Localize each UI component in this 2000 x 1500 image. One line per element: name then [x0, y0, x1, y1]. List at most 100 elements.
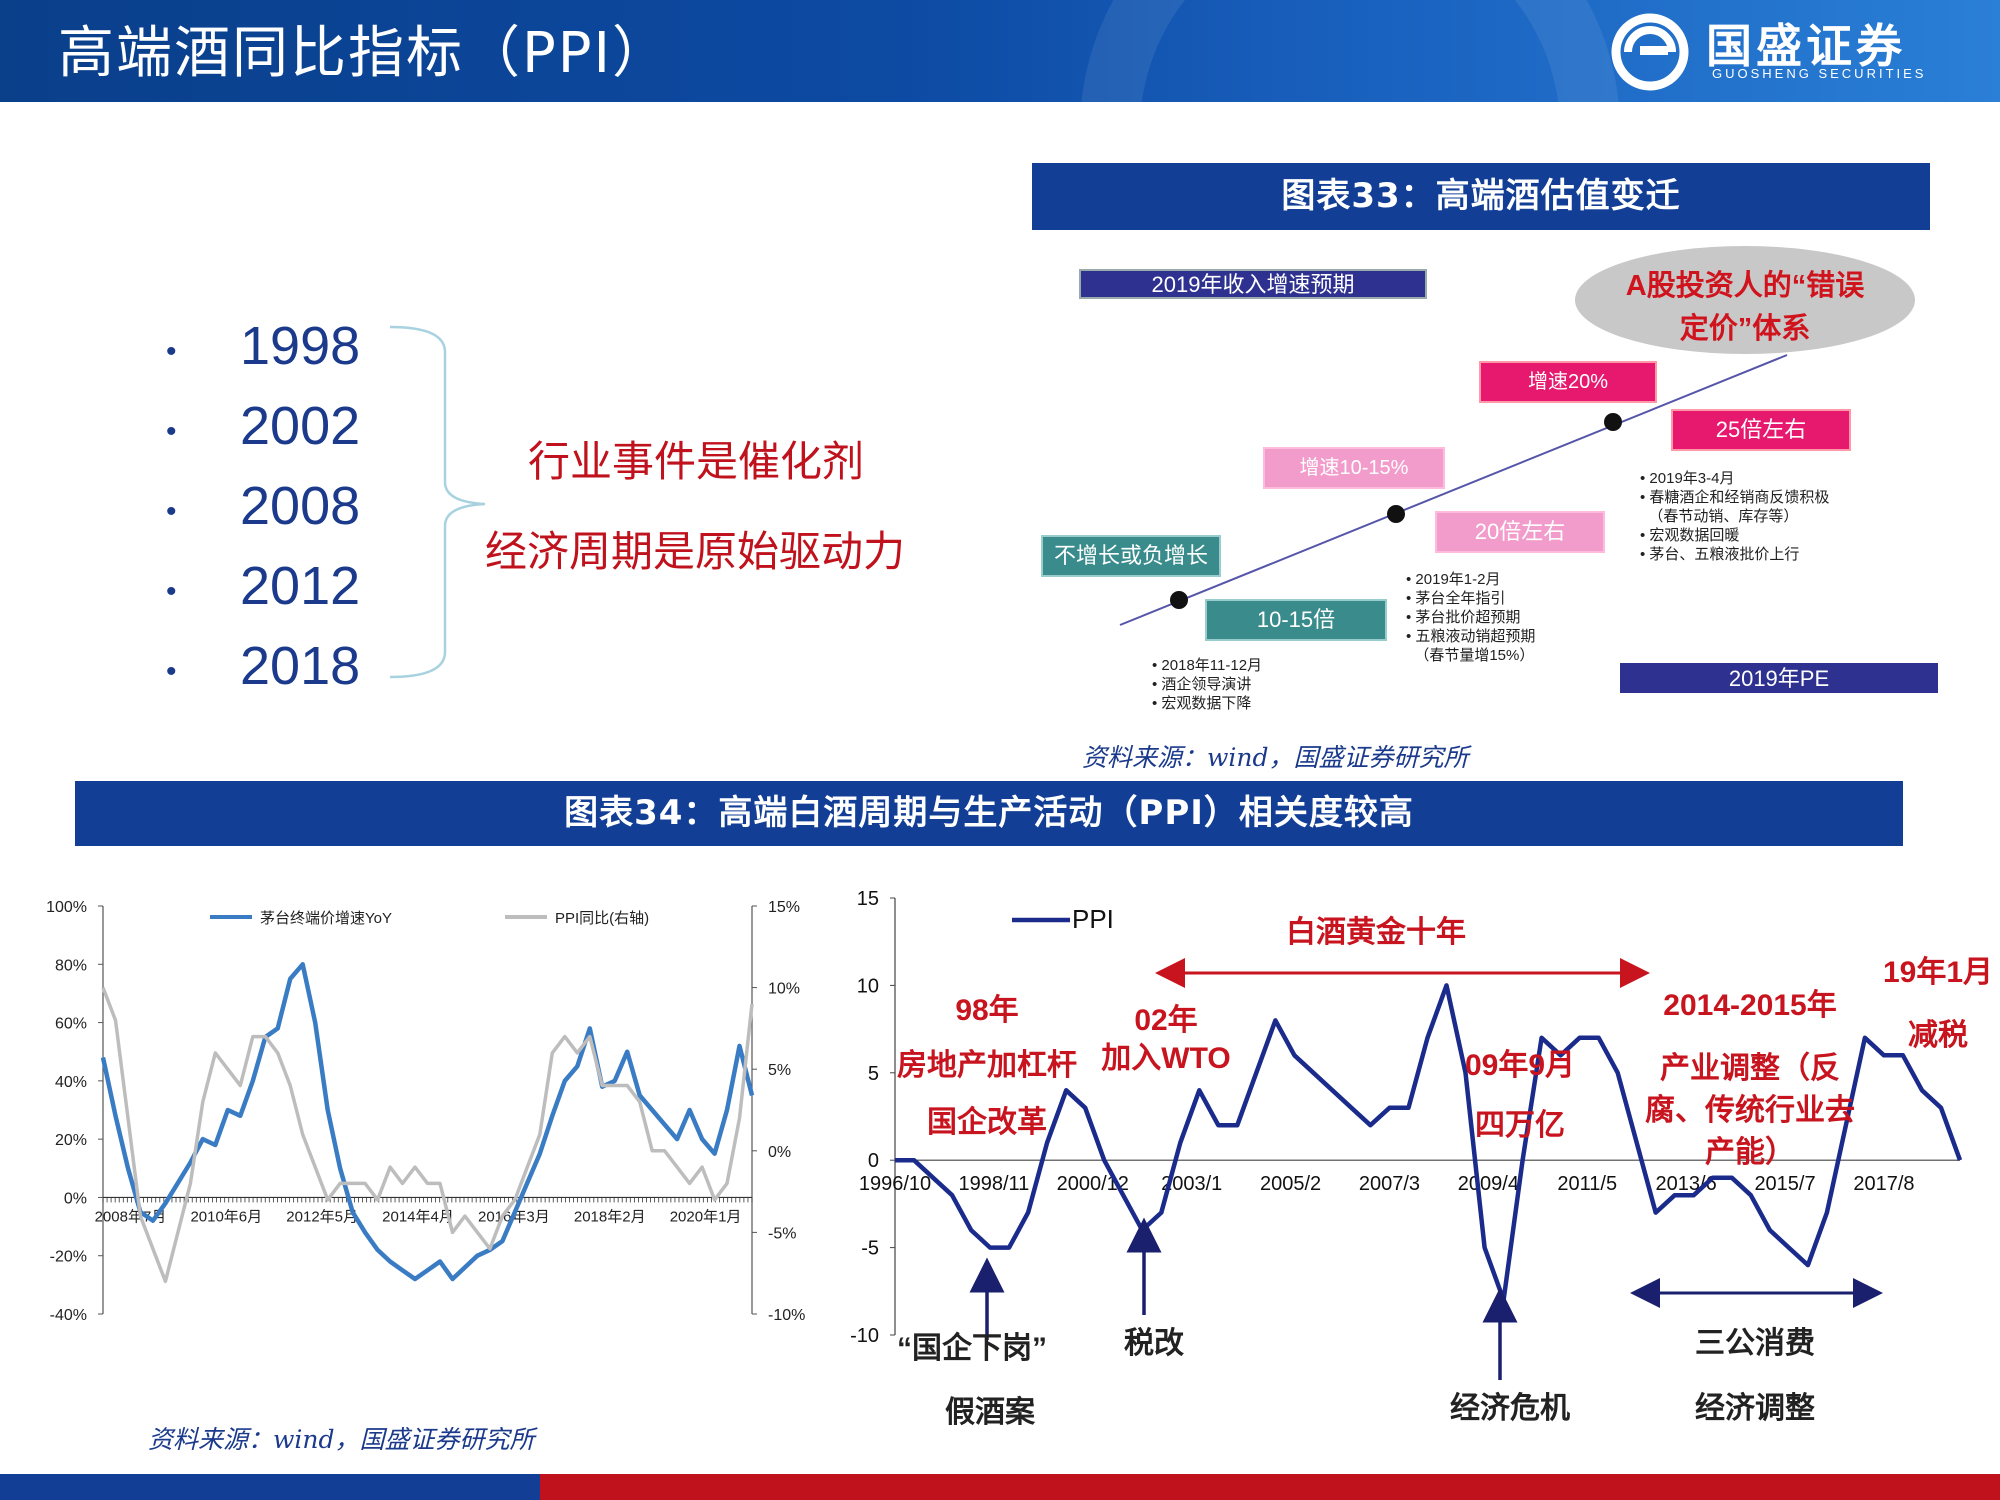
box-no-growth: 不增长或负增长: [1053, 543, 1208, 568]
year-item: 2002: [240, 396, 361, 456]
trend-line: [1119, 354, 1788, 626]
logo-mark-icon: [1611, 13, 1689, 91]
chart-annotation: 经济危机: [1450, 1391, 1570, 1425]
year-item: 2008: [240, 476, 361, 536]
milestone-dot: [1604, 413, 1622, 431]
chart-annotation: 腐、传统行业去: [1645, 1093, 1855, 1127]
chart-annotation: 加入WTO: [1101, 1042, 1230, 1075]
year-item: 1998: [240, 316, 361, 376]
pe-label: 2019年PE: [1728, 666, 1830, 691]
y-right-tick-label: 15%: [768, 899, 800, 916]
bullet-dot: •: [166, 335, 177, 368]
fig34-title: 图表34：高端白酒周期与生产活动（PPI）相关度较高: [75, 781, 1903, 846]
series-line-ppi: [895, 983, 1963, 1303]
x-tick-label: 2020年1月: [670, 1208, 742, 1225]
ppi-history-chart: 15 10 5 0 -5 -10 1996/10 1998/11 2000/12 2003/1 20…: [850, 888, 1993, 1429]
ellipse-text-1: A股投资人的“错误: [1625, 270, 1865, 302]
year-item: 2012: [240, 556, 361, 616]
y-left-tick-label: 0%: [64, 1190, 87, 1207]
legend-label: 茅台终端价增速YoY: [260, 910, 392, 927]
x-tick-label: 2011/5: [1557, 1173, 1617, 1195]
chart-annotation: 三公消费: [1695, 1327, 1815, 1360]
x-tick-label: 2015/7: [1754, 1173, 1815, 1195]
legend-label: PPI: [1072, 904, 1114, 934]
footer-bar-red: [540, 1474, 2000, 1500]
logo-text: 国盛证券: [1706, 19, 1906, 73]
fig33-source: 资料来源：wind，国盛证券研究所: [1082, 743, 1469, 772]
bullet-dot: •: [166, 415, 177, 448]
brace-shape: [389, 325, 486, 679]
notes-2019-q2: • 2019年3-4月 • 春糖酒企和经销商反馈积极 （春节动销、库存等） • …: [1640, 470, 1830, 563]
chart-annotation: 房地产加杠杆: [897, 1049, 1077, 1082]
y-tick-label: 10: [857, 975, 879, 997]
y-right-tick-label: 0%: [768, 1144, 791, 1161]
y-tick-label: -10: [850, 1325, 879, 1347]
legend-label: PPI同比(右轴): [555, 910, 649, 927]
chart-annotation: 19年1月: [1883, 956, 1993, 989]
company-logo: 国盛证券 GUOSHENG SECURITIES: [1610, 8, 1940, 94]
y-left-tick-label: 80%: [55, 957, 87, 974]
y-right-tick-label: -5%: [768, 1225, 796, 1242]
chart-annotation: 产业调整（反: [1660, 1051, 1840, 1085]
series-line-moutai: [100, 962, 755, 1282]
header-bar: 高端酒同比指标（PPI） 国盛证券 GUOSHENG SECURITIES: [0, 0, 2000, 102]
chart-annotation: 白酒黄金十年: [1286, 915, 1466, 949]
y-right-tick-label: 10%: [768, 981, 800, 998]
x-tick-label: 2014年4月: [382, 1208, 454, 1225]
catalyst-text: 行业事件是催化剂: [528, 437, 865, 486]
x-tick-label: 2012年5月: [286, 1208, 358, 1225]
chart-annotation: “国企下岗”: [897, 1331, 1047, 1365]
y-left-tick-label: 20%: [55, 1132, 87, 1149]
box-10-15x: 10-15倍: [1256, 607, 1336, 632]
box-growth-20: 增速20%: [1527, 371, 1609, 393]
notes-2019-q1: • 2019年1-2月 • 茅台全年指引 • 茅台批价超预期 • 五粮液动销超预…: [1406, 571, 1536, 664]
y-right-tick-label: 5%: [768, 1062, 791, 1079]
x-tick-label: 2018年2月: [574, 1208, 646, 1225]
logo-subtext: GUOSHENG SECURITIES: [1712, 66, 1927, 81]
slide-title: 高端酒同比指标（PPI）: [58, 21, 671, 86]
y-tick-label: -5: [861, 1238, 879, 1260]
chart-annotation: 09年9月: [1465, 1049, 1575, 1082]
chart-annotation: 2014-2015年: [1663, 989, 1836, 1022]
y-tick-label: 5: [868, 1063, 879, 1085]
x-tick-label: 2003/1: [1161, 1173, 1222, 1195]
chart-annotation: 税改: [1124, 1327, 1184, 1360]
box-25x: 25倍左右: [1715, 417, 1807, 442]
x-tick-label: 2000/12: [1057, 1173, 1129, 1195]
chart-annotation: 02年: [1134, 1004, 1197, 1037]
milestone-dot: [1387, 505, 1405, 523]
chart-annotation: 国企改革: [927, 1105, 1047, 1139]
x-tick-label: 2007/3: [1359, 1173, 1420, 1195]
fig33-title: 图表33：高端酒估值变迁: [1032, 163, 1930, 230]
rev-growth-label: 2019年收入增速预期: [1151, 272, 1355, 297]
x-tick-label: 2005/2: [1260, 1173, 1321, 1195]
ellipse-text-2: 定价”体系: [1679, 313, 1811, 345]
driver-text: 经济周期是原始驱动力: [485, 527, 906, 576]
y-left-tick-label: 60%: [55, 1016, 87, 1033]
year-item: 2018: [240, 636, 361, 696]
x-tick-label: 2010年6月: [190, 1208, 262, 1225]
series-line-ppi: [101, 986, 754, 1284]
y-left-tick-label: 40%: [55, 1074, 87, 1091]
x-tick-label: 1998/11: [958, 1173, 1029, 1195]
y-left-tick-label: -40%: [50, 1307, 87, 1324]
x-tick-label: 1996/10: [859, 1173, 931, 1195]
chart-annotation: 产能）: [1705, 1135, 1795, 1169]
y-left-tick-label: 100%: [46, 899, 87, 916]
chart-annotation: 98年: [955, 994, 1018, 1027]
box-20x: 20倍左右: [1474, 519, 1566, 544]
chart-annotation: 减税: [1908, 1019, 1968, 1052]
box-growth-10-15: 增速10-15%: [1299, 457, 1409, 479]
notes-2018: • 2018年11-12月 • 酒企领导演讲 • 宏观数据下降: [1152, 657, 1263, 712]
bullet-dot: •: [166, 495, 177, 528]
moutai-ppi-chart: 100% 80% 60% 40% 20% 0% -20% -40% 15% 10% 5% 0% -5% -…: [46, 899, 805, 1324]
y-left-tick-label: -20%: [50, 1249, 87, 1266]
y-tick-label: 0: [868, 1150, 879, 1172]
chart-annotation: 四万亿: [1475, 1109, 1565, 1142]
valuation-diagram: [1041, 246, 1938, 693]
y-tick-label: 15: [857, 888, 879, 910]
x-tick-label: 2008年7月: [95, 1208, 167, 1225]
fig34-source: 资料来源：wind，国盛证券研究所: [148, 1425, 535, 1454]
y-right-tick-label: -10%: [768, 1307, 805, 1324]
footer-bar-blue: [0, 1474, 540, 1500]
